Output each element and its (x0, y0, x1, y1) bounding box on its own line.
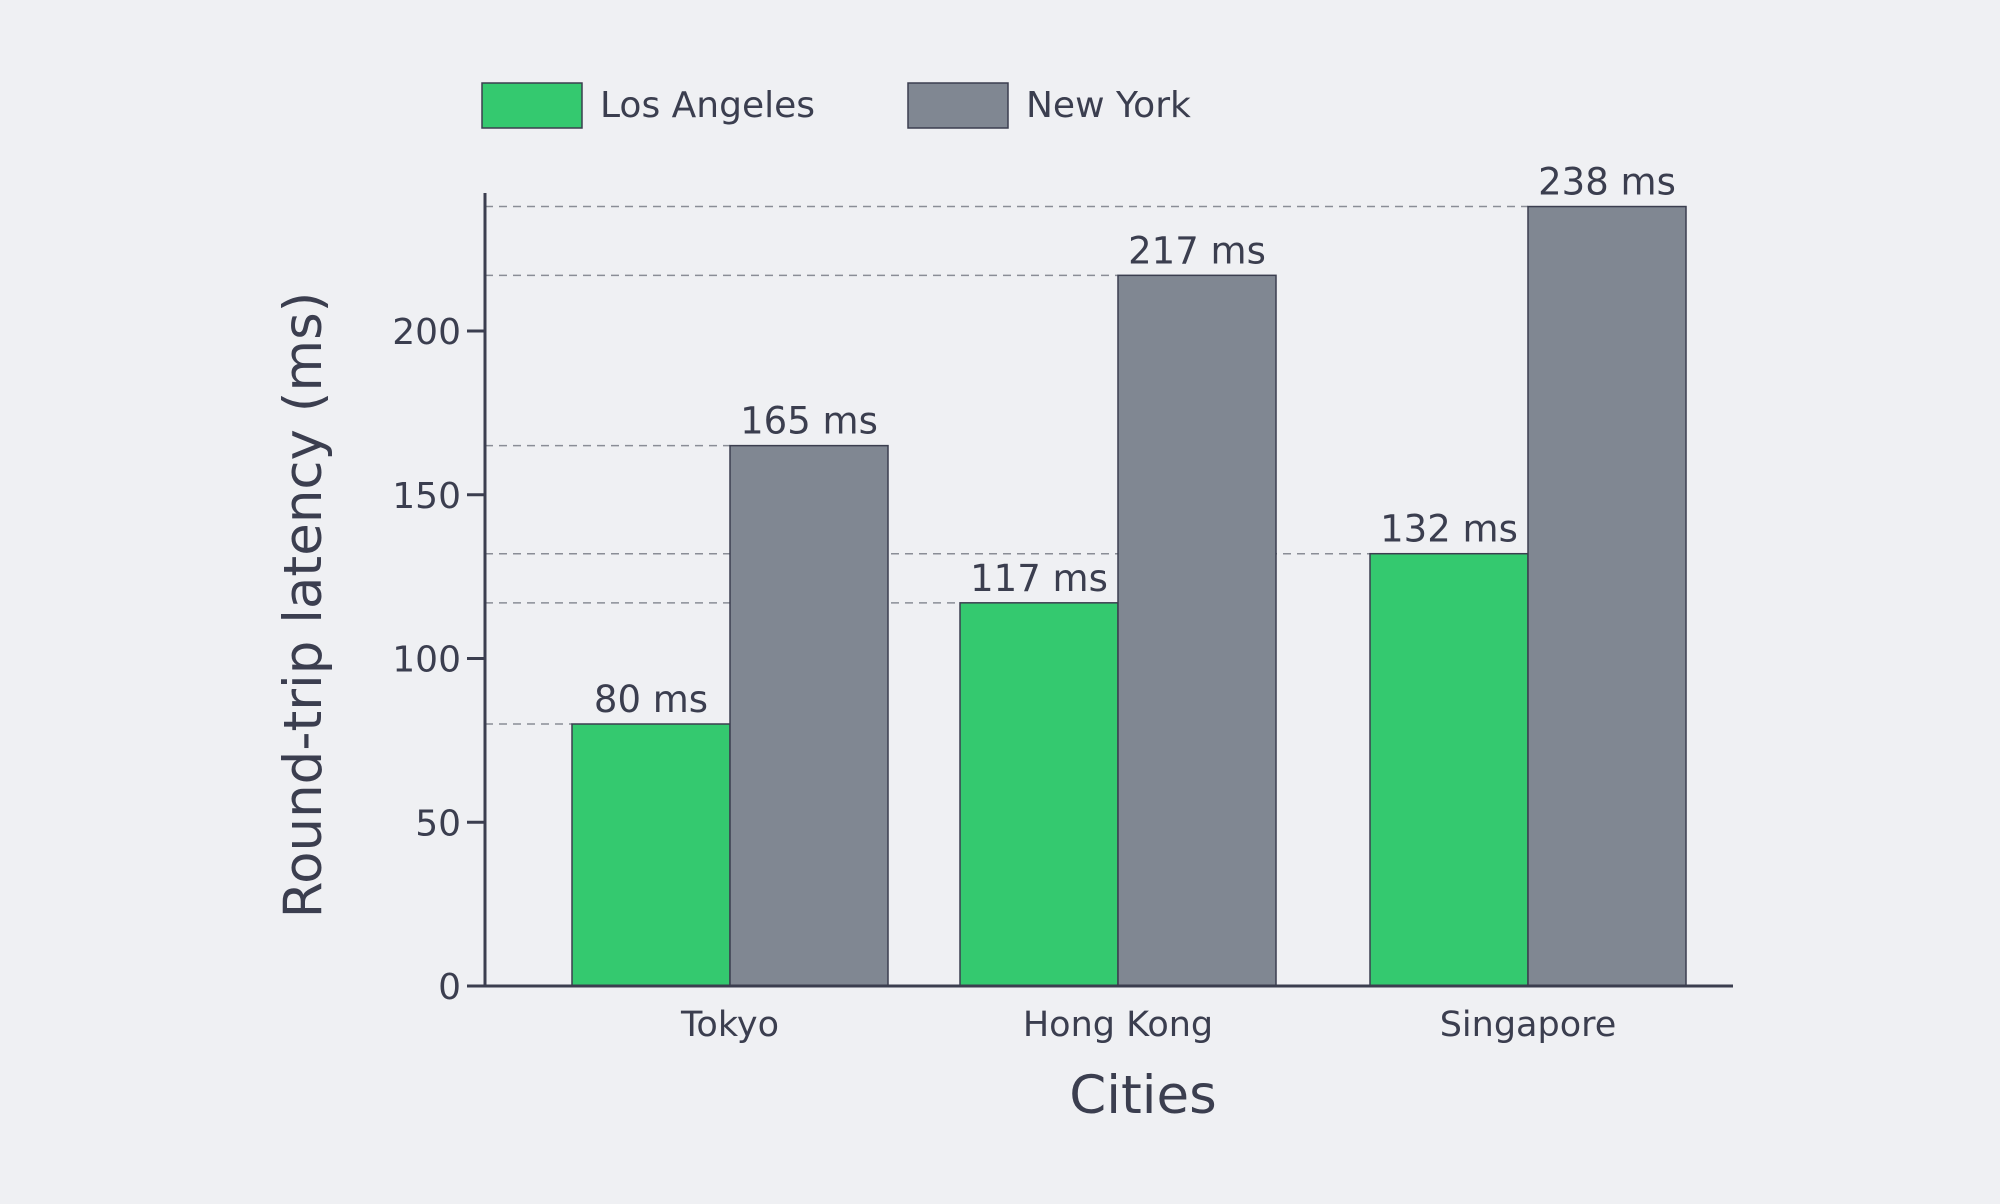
bar-value-labels: 80 ms 165 ms 117 ms 217 ms 132 ms 238 ms (594, 161, 1676, 721)
bar-value-label: 165 ms (740, 400, 878, 443)
legend-label: Los Angeles (600, 85, 815, 126)
x-axis-title: Cities (1069, 1065, 1216, 1126)
y-tick-label: 200 (392, 312, 461, 353)
bar-value-label: 132 ms (1380, 508, 1518, 551)
bar-new-york-tokyo (729, 444, 889, 987)
bars (571, 205, 1687, 987)
bar-los-angeles-singapore (1369, 552, 1529, 987)
legend: Los Angeles New York (481, 82, 1191, 129)
y-tick-label: 50 (415, 803, 461, 844)
y-tick-label: 0 (438, 967, 461, 1008)
y-tick-label: 100 (392, 640, 461, 681)
bar-new-york-hong-kong (1117, 274, 1277, 987)
legend-swatch-los-angeles (481, 82, 583, 129)
bar-value-label: 238 ms (1538, 161, 1676, 204)
x-tick-label: Singapore (1440, 1005, 1617, 1045)
x-axis-ticks: Tokyo Hong Kong Singapore (680, 1005, 1616, 1045)
x-tick-label: Hong Kong (1023, 1005, 1213, 1045)
axes (483, 193, 1733, 988)
y-axis-ticks: 0 50 100 150 200 (392, 312, 485, 1008)
y-tick-label: 150 (392, 476, 461, 517)
bar-los-angeles-hong-kong (959, 602, 1119, 987)
y-axis-title: Round-trip latency (ms) (273, 292, 334, 919)
bar-new-york-singapore (1527, 205, 1687, 987)
bar-value-label: 217 ms (1128, 229, 1266, 272)
legend-swatch-new-york (907, 82, 1009, 129)
x-tick-label: Tokyo (680, 1005, 779, 1045)
bar-los-angeles-tokyo (571, 723, 731, 987)
legend-label: New York (1026, 85, 1191, 126)
bar-value-label: 117 ms (970, 557, 1108, 600)
bar-value-label: 80 ms (594, 678, 708, 721)
